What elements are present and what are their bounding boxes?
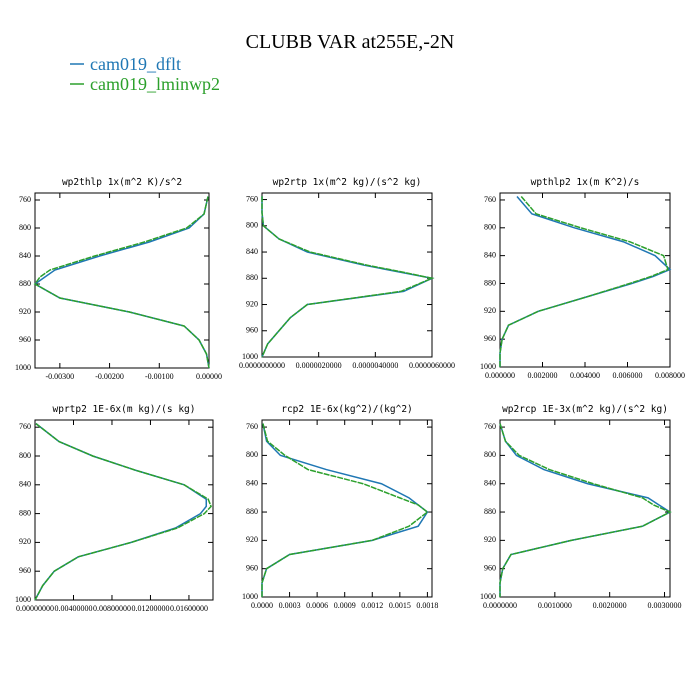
y-tick-label: 840 bbox=[484, 250, 496, 259]
x-tick-label: 0.01200000 bbox=[131, 604, 169, 613]
x-tick-label: 0.0000040000 bbox=[352, 361, 398, 370]
x-tick-label: 0.006000 bbox=[613, 371, 643, 380]
x-tick-label: 0.01600000 bbox=[170, 604, 208, 613]
y-tick-label: 800 bbox=[19, 223, 31, 232]
x-tick-label: 0.0003 bbox=[279, 601, 301, 610]
y-tick-label: 840 bbox=[484, 479, 496, 488]
y-tick-label: 760 bbox=[484, 422, 496, 431]
panel-title: rcp2 1E-6x(kg^2)/(kg^2) bbox=[281, 404, 413, 415]
x-tick-label: 0.0030000 bbox=[648, 601, 682, 610]
profile-line bbox=[34, 423, 208, 601]
y-tick-label: 880 bbox=[484, 507, 496, 516]
panel-title: wp2thlp 1x(m^2 K)/s^2 bbox=[62, 177, 182, 188]
panel-title: wp2rtp 1x(m^2 kg)/(s^2 kg) bbox=[273, 177, 422, 188]
profile-line bbox=[499, 423, 672, 597]
plot-frame bbox=[261, 419, 433, 598]
x-tick-label: 0.00400000 bbox=[54, 604, 92, 613]
y-tick-label: 920 bbox=[19, 307, 31, 316]
y-tick-label: 800 bbox=[484, 450, 496, 459]
x-tick-label: 0.0000000000 bbox=[239, 361, 285, 370]
profile-line bbox=[261, 423, 429, 597]
y-tick-label: 920 bbox=[484, 535, 496, 544]
y-tick-label: 800 bbox=[19, 451, 31, 460]
x-tick-label: -0.00300 bbox=[46, 372, 75, 381]
y-tick-label: 760 bbox=[246, 422, 258, 431]
x-tick-label: 0.004000 bbox=[570, 371, 600, 380]
y-tick-label: 880 bbox=[246, 273, 258, 282]
y-tick-label: 880 bbox=[246, 507, 258, 516]
y-tick-label: 920 bbox=[19, 537, 31, 546]
y-tick-label: 760 bbox=[484, 195, 496, 204]
plot-frame bbox=[499, 419, 671, 598]
x-tick-label: 0.0020000 bbox=[593, 601, 627, 610]
profile-line bbox=[261, 196, 435, 358]
legend-label: cam019_dflt bbox=[90, 54, 181, 74]
plot-frame bbox=[34, 419, 214, 601]
y-tick-label: 920 bbox=[246, 535, 258, 544]
x-tick-label: 0.0009 bbox=[334, 601, 356, 610]
profile-line bbox=[33, 196, 210, 369]
y-tick-label: 1000 bbox=[480, 592, 496, 601]
y-tick-label: 960 bbox=[246, 326, 258, 335]
y-tick-label: 1000 bbox=[15, 363, 31, 372]
y-tick-label: 840 bbox=[246, 247, 258, 256]
y-tick-label: 920 bbox=[246, 299, 258, 308]
y-tick-label: 760 bbox=[19, 422, 31, 431]
profile-line bbox=[499, 195, 672, 367]
y-tick-label: 880 bbox=[19, 279, 31, 288]
y-tick-label: 800 bbox=[246, 450, 258, 459]
x-tick-label: 0.002000 bbox=[528, 371, 558, 380]
profile-line bbox=[499, 423, 672, 597]
y-tick-label: 880 bbox=[484, 278, 496, 287]
y-tick-label: 880 bbox=[19, 508, 31, 517]
x-tick-label: 0.0018 bbox=[416, 601, 438, 610]
y-tick-label: 960 bbox=[19, 566, 31, 575]
y-tick-label: 800 bbox=[484, 223, 496, 232]
y-tick-label: 840 bbox=[19, 251, 31, 260]
y-tick-label: 800 bbox=[246, 221, 258, 230]
x-tick-label: -0.00100 bbox=[145, 372, 174, 381]
legend-label: cam019_lminwp2 bbox=[90, 74, 220, 94]
x-tick-label: 0.0000020000 bbox=[296, 361, 342, 370]
x-tick-label: 0.0000000 bbox=[483, 601, 517, 610]
panel-title: wpthlp2 1x(m K^2)/s bbox=[531, 177, 640, 188]
y-tick-label: 960 bbox=[484, 564, 496, 573]
y-tick-label: 760 bbox=[19, 195, 31, 204]
y-tick-label: 760 bbox=[246, 194, 258, 203]
figure-title: CLUBB VAR at255E,-2N bbox=[246, 31, 455, 53]
x-tick-label: 0.00000000 bbox=[16, 604, 54, 613]
x-tick-label: 0.0006 bbox=[306, 601, 328, 610]
profile-line bbox=[499, 195, 669, 367]
panel-title: wprtp2 1E-6x(m kg)/(s kg) bbox=[53, 404, 196, 415]
y-tick-label: 1000 bbox=[242, 352, 258, 361]
profile-line bbox=[34, 423, 212, 601]
x-tick-label: 0.0000 bbox=[251, 601, 273, 610]
plot-frame bbox=[261, 192, 433, 358]
x-tick-label: 0.00800000 bbox=[93, 604, 131, 613]
y-tick-label: 1000 bbox=[480, 362, 496, 371]
panel-title: wp2rcp 1E-3x(m^2 kg)/(s^2 kg) bbox=[502, 404, 668, 415]
x-tick-label: 0.0010000 bbox=[538, 601, 572, 610]
y-tick-label: 920 bbox=[484, 306, 496, 315]
x-tick-label: 0.0012 bbox=[361, 601, 383, 610]
y-tick-label: 960 bbox=[484, 334, 496, 343]
x-tick-label: -0.00200 bbox=[95, 372, 124, 381]
y-tick-label: 840 bbox=[246, 479, 258, 488]
profile-line bbox=[261, 196, 435, 358]
x-tick-label: 0.0000060000 bbox=[409, 361, 455, 370]
y-tick-label: 1000 bbox=[15, 595, 31, 604]
x-tick-label: 0.00000 bbox=[196, 372, 222, 381]
y-tick-label: 840 bbox=[19, 480, 31, 489]
profile-line bbox=[261, 423, 429, 597]
x-tick-label: 0.000000 bbox=[485, 371, 515, 380]
y-tick-label: 960 bbox=[246, 564, 258, 573]
y-tick-label: 1000 bbox=[242, 592, 258, 601]
x-tick-label: 0.008000 bbox=[655, 371, 685, 380]
y-tick-label: 960 bbox=[19, 335, 31, 344]
x-tick-label: 0.0015 bbox=[389, 601, 411, 610]
plot-frame bbox=[34, 192, 210, 369]
profile-line bbox=[33, 196, 210, 369]
